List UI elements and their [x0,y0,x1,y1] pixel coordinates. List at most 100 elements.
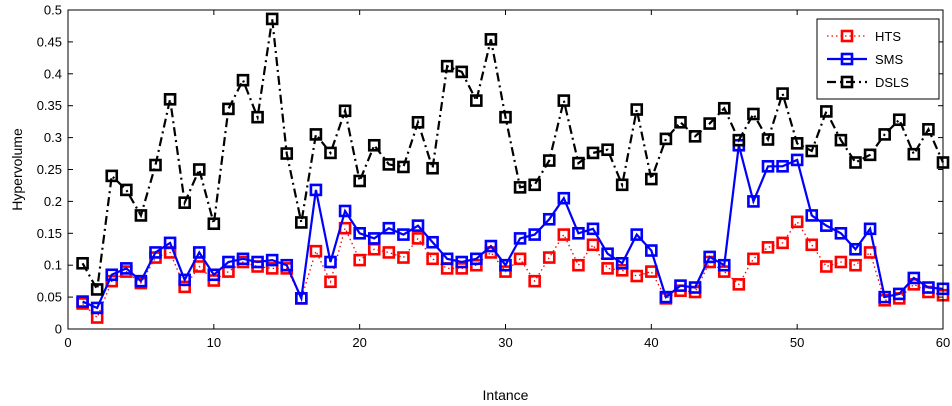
data-point-dsls [76,256,89,270]
data-point-dsls [586,146,600,160]
data-point-dsls [105,169,119,183]
data-point-sms [309,183,323,197]
data-point-dsls [207,217,221,231]
data-point-sms [542,212,556,226]
data-point-dsls [907,147,921,161]
data-point-hts [382,246,396,259]
data-point-hts [747,252,760,266]
series-sms [76,138,950,315]
data-point-hts [645,265,658,278]
plot-background [68,10,943,329]
data-point-dsls [90,283,104,296]
x-tick-label: 30 [498,335,512,350]
data-point-sms [455,255,469,269]
data-point-sms [674,279,687,292]
data-point-dsls [163,93,177,106]
data-point-hts [411,232,425,245]
plot-area [68,10,943,329]
data-point-dsls [192,163,206,176]
data-point-sms [192,246,206,259]
data-point-sms [178,273,191,287]
data-point-dsls [878,128,891,141]
y-tick-label: 0.4 [44,66,62,81]
x-tick-label: 0 [64,335,71,350]
data-point-dsls [222,102,235,116]
data-point-sms [163,236,177,250]
data-point-dsls [557,94,571,107]
data-point-sms [878,290,891,304]
data-point-sms [761,160,775,173]
data-point-sms [557,191,571,205]
data-point-hts [732,278,746,291]
data-point-sms [499,258,512,272]
data-point-dsls [513,181,527,194]
y-tick-label: 0.15 [37,226,62,241]
data-point-sms [120,262,133,275]
data-point-dsls [615,178,629,192]
data-point-sms [834,227,848,240]
data-point-dsls [382,158,396,171]
data-point-dsls [455,65,469,79]
data-point-dsls [805,144,819,158]
data-point-dsls [776,87,789,100]
data-point-dsls [499,110,512,124]
legend-marker-dsls [840,75,854,89]
data-point-dsls [688,130,702,143]
data-point-dsls [863,148,877,162]
series-line-dsls [81,18,945,293]
data-point-dsls [601,143,614,157]
data-point-dsls [367,138,381,152]
data-point-sms [703,250,716,264]
data-point-hts [542,251,556,264]
data-point-dsls [732,133,746,147]
data-point-dsls [280,147,294,160]
legend-label-hts: HTS [875,29,901,44]
legend: HTS SMS DSLS [816,18,940,100]
y-tick-label: 0.5 [44,3,62,18]
y-tick-label: 0.1 [44,258,62,273]
data-point-sms [586,222,600,236]
data-point-dsls [659,132,673,146]
data-point-dsls [528,178,541,192]
data-point-dsls [236,73,250,87]
data-point-sms [820,219,833,232]
data-point-hts [820,260,833,273]
data-point-hts [630,269,644,283]
data-point-sms [863,222,877,236]
data-point-hts [615,263,629,277]
legend-item-dsls: DSLS [827,75,909,90]
data-point-sms [484,239,498,253]
data-point-sms [134,274,148,288]
data-point-dsls [265,12,279,26]
data-point-hts [309,244,323,258]
data-point-hts [426,252,439,266]
data-point-dsls [426,161,439,175]
data-point-sms [907,271,921,285]
data-point-sms [601,247,614,261]
data-point-dsls [849,156,862,169]
data-point-dsls [645,172,658,186]
data-point-sms [645,244,658,257]
data-point-dsls [717,101,731,115]
data-point-sms [207,268,221,282]
data-point-hts [353,253,366,267]
series-dsls [76,12,950,296]
data-point-sms [440,252,454,266]
x-tick-label: 50 [790,335,804,350]
data-point-hts [557,228,571,241]
legend-marker-sms [840,52,854,66]
data-point-dsls [251,110,264,124]
data-point-sms [513,232,527,245]
data-point-hts [586,238,600,252]
data-point-sms [572,227,585,240]
data-point-dsls [324,146,337,160]
data-point-hts [761,241,775,254]
data-point-hts [265,262,279,275]
data-point-dsls [674,115,687,129]
legend-label-sms: SMS [875,52,904,67]
data-point-sms [105,268,119,282]
data-point-hts [324,275,337,289]
data-point-sms [265,253,279,267]
data-point-dsls [484,33,498,46]
